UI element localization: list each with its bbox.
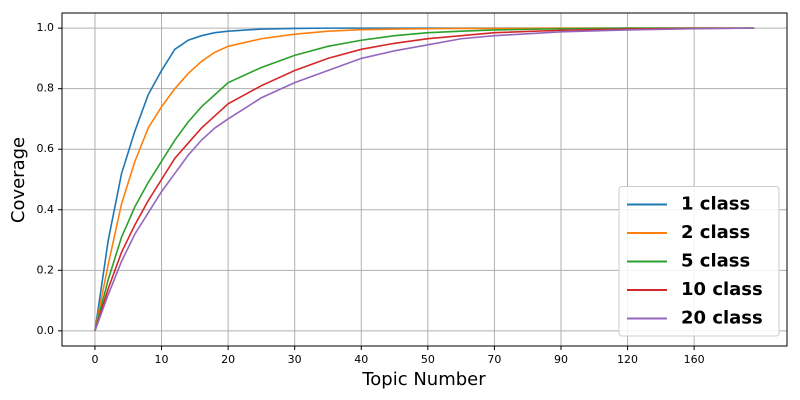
legend-label: 10 class xyxy=(681,279,763,300)
x-tick-label: 10 xyxy=(155,353,169,366)
y-tick-label: 1.0 xyxy=(37,21,55,34)
x-tick-label: 160 xyxy=(684,353,705,366)
series-line xyxy=(94,27,755,332)
series-line xyxy=(94,27,755,332)
x-tick-label: 0 xyxy=(91,353,98,366)
x-tick-label: 20 xyxy=(221,353,235,366)
y-axis-label: Coverage xyxy=(8,137,29,223)
legend-label: 1 class xyxy=(681,194,750,215)
x-tick-label: 50 xyxy=(421,353,435,366)
y-tick-label: 0.6 xyxy=(37,142,55,155)
series-line xyxy=(94,27,755,332)
legend-label: 20 class xyxy=(681,308,763,329)
y-tick-label: 0.2 xyxy=(37,263,55,276)
legend-label: 2 class xyxy=(681,222,750,243)
y-tick-label: 0.4 xyxy=(37,203,55,216)
x-tick-label: 30 xyxy=(288,353,302,366)
plot-frame xyxy=(61,12,788,347)
x-tick-label: 90 xyxy=(554,353,568,366)
y-tick-label: 0.8 xyxy=(37,82,55,95)
legend-box xyxy=(618,186,780,337)
x-tick-label: 120 xyxy=(617,353,638,366)
y-tick-label: 0.0 xyxy=(37,324,55,337)
series-line xyxy=(94,27,755,332)
x-tick-label: 70 xyxy=(487,353,501,366)
x-tick-label: 40 xyxy=(354,353,368,366)
x-axis-label: Topic Number xyxy=(361,369,486,390)
legend-label: 5 class xyxy=(681,251,750,272)
